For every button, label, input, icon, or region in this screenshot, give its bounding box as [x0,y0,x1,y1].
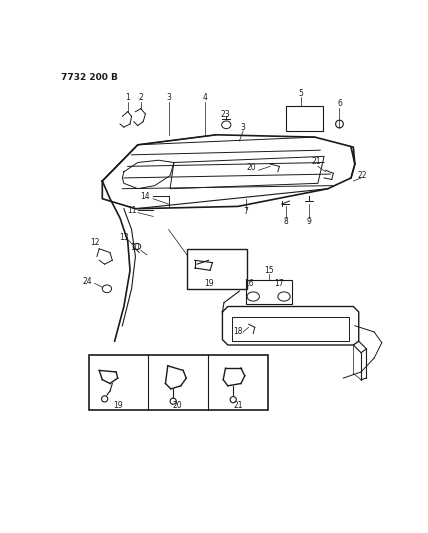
Text: 13: 13 [119,233,129,241]
Text: 3: 3 [241,123,246,132]
Text: 18: 18 [233,327,243,336]
Text: 20: 20 [173,401,183,409]
Text: 7732 200 B: 7732 200 B [61,73,118,82]
Text: 6: 6 [337,100,342,109]
Text: 17: 17 [275,279,284,288]
Text: 21: 21 [312,157,321,166]
Text: 8: 8 [283,217,288,227]
Text: 11: 11 [127,206,137,215]
Text: 5: 5 [299,88,303,98]
Text: 1: 1 [125,93,130,102]
Text: 7: 7 [243,207,248,216]
Text: 22: 22 [358,171,367,180]
Text: 24: 24 [82,277,92,286]
Bar [232,317,349,341]
Text: 14: 14 [141,192,150,201]
Text: 10: 10 [131,243,140,252]
Text: 12: 12 [90,238,99,247]
Text: 4: 4 [203,93,208,102]
Bar [246,280,292,304]
Text: 15: 15 [264,266,273,275]
Text: 21: 21 [233,401,243,409]
Text: 19: 19 [114,401,123,409]
Text: 16: 16 [244,279,253,288]
Text: 20: 20 [246,164,256,172]
Text: 19: 19 [204,279,214,288]
Bar [285,106,323,131]
Text: 2: 2 [138,93,143,102]
Bar [187,249,247,289]
Text: 9: 9 [306,217,311,227]
Bar [89,355,268,410]
Text: 23: 23 [221,109,230,118]
Text: 3: 3 [166,93,171,102]
